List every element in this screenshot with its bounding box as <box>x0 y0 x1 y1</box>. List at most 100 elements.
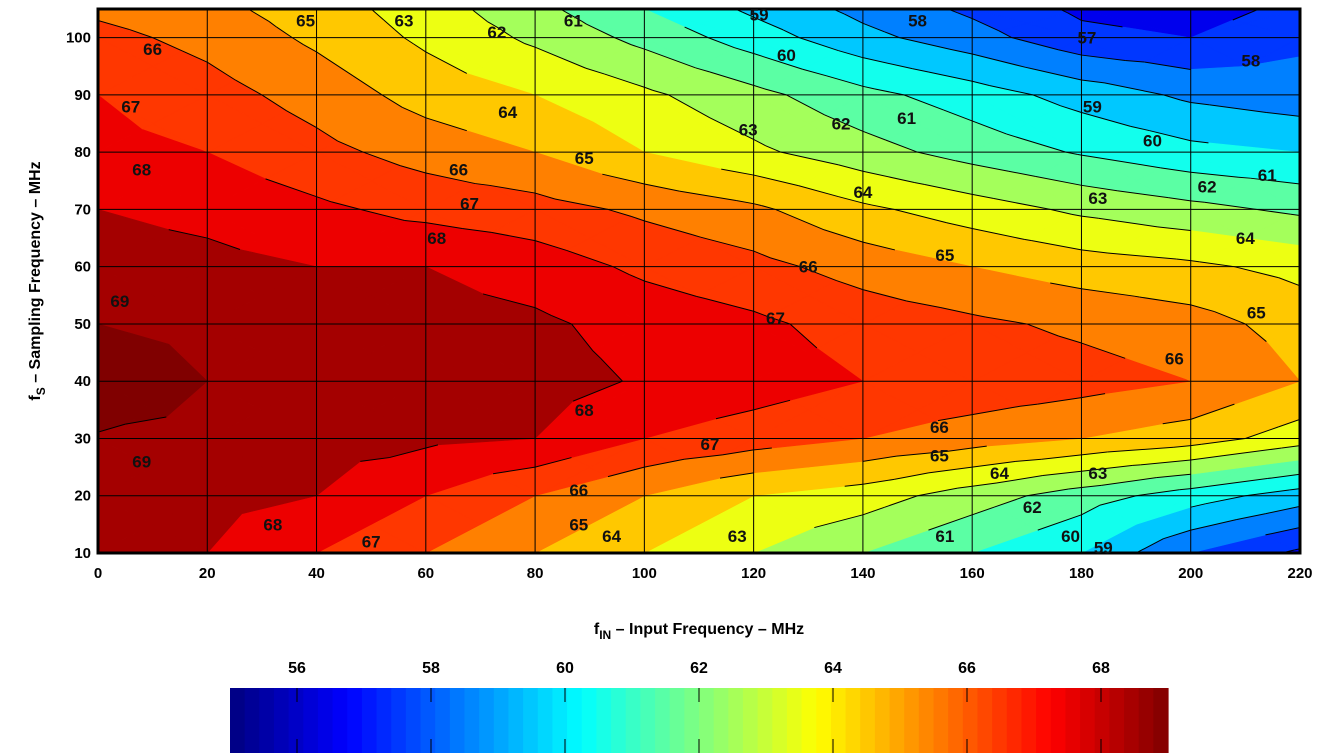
colorbar-cell <box>317 688 334 753</box>
colorbar-cell <box>684 688 700 753</box>
contour-line <box>1041 454 1082 460</box>
contour-line <box>949 48 973 55</box>
contour-line <box>696 295 706 299</box>
contour-line <box>985 316 1027 325</box>
contour-line <box>1205 495 1246 505</box>
contour-line <box>602 173 645 185</box>
contour-line <box>1232 9 1260 21</box>
colorbar-cell <box>244 688 260 753</box>
contour-line <box>1190 503 1207 508</box>
colorbar-cell <box>391 688 407 753</box>
colorbar-tick-label: 60 <box>556 660 574 677</box>
contour-line <box>261 94 287 112</box>
contour-line <box>1163 94 1181 101</box>
contour-line <box>971 18 999 32</box>
colorbar-cell <box>918 688 935 753</box>
contour-line <box>1026 323 1059 337</box>
contour-label: 59 <box>1094 538 1113 557</box>
contour-band <box>98 438 154 497</box>
contour-line <box>1050 282 1082 290</box>
contour-line <box>1058 49 1082 56</box>
contour-line <box>862 22 885 33</box>
contour-line <box>604 73 645 88</box>
contour-line <box>684 454 723 460</box>
contour-band <box>98 151 154 210</box>
colorbar-cell <box>347 688 363 753</box>
contour-line <box>1117 190 1169 199</box>
x-tick-label: 60 <box>417 565 434 582</box>
contour-label: 60 <box>1061 527 1080 546</box>
contour-line <box>352 75 383 96</box>
contour-line <box>972 53 1026 68</box>
contour-line <box>652 89 669 96</box>
contour-label: 59 <box>750 6 769 25</box>
contour-label: 65 <box>930 447 949 466</box>
contour-line <box>1162 418 1191 425</box>
contour-label: 64 <box>498 103 517 122</box>
contour-line <box>993 197 1051 210</box>
contour-line <box>1245 489 1290 497</box>
contour-line <box>592 350 602 359</box>
contour-line <box>972 228 1025 240</box>
contour-band <box>98 323 154 382</box>
contour-line <box>862 289 907 302</box>
contour-line <box>1015 458 1042 462</box>
contour-line <box>1208 478 1268 487</box>
y-tick-label: 20 <box>74 488 91 505</box>
contour-line <box>394 29 405 39</box>
y-tick-label: 100 <box>66 30 91 47</box>
colorbar-cell <box>655 688 671 753</box>
colorbar-cell <box>1124 688 1140 753</box>
contour-line <box>972 313 986 318</box>
contour-line <box>753 174 799 187</box>
contour-line <box>838 164 864 172</box>
contour-line <box>753 53 803 70</box>
contour-line <box>644 48 696 69</box>
contour-line <box>1081 79 1105 84</box>
colorbar-cell <box>845 688 861 753</box>
contour-line <box>1011 37 1059 51</box>
contour-line <box>917 151 956 162</box>
contour-line <box>1101 477 1157 486</box>
colorbar-tick-label: 58 <box>422 660 440 677</box>
contour-line <box>1190 485 1210 490</box>
contour-line <box>360 457 390 462</box>
contour-line <box>168 229 208 239</box>
contour-line <box>487 21 499 29</box>
contour-label: 62 <box>1198 178 1217 197</box>
contour-line <box>823 229 864 243</box>
contour-line <box>955 160 973 165</box>
contour-line <box>125 416 167 425</box>
contour-line <box>1081 215 1099 219</box>
contour-line <box>1179 488 1191 491</box>
colorbar-cell <box>992 688 1008 753</box>
colorbar-cell <box>376 688 392 753</box>
contour-line <box>937 414 973 422</box>
contour-line <box>704 298 754 312</box>
contour-label: 63 <box>395 11 414 30</box>
contour-line <box>534 240 567 251</box>
contour-label: 67 <box>700 435 719 454</box>
y-tick-label: 70 <box>74 201 91 218</box>
contour-line <box>404 220 426 224</box>
contour-band <box>98 495 154 553</box>
contour-line <box>383 19 395 30</box>
contour-label: 58 <box>1241 52 1260 71</box>
contour-line <box>475 183 490 186</box>
contour-line <box>630 44 645 50</box>
contour-line <box>586 23 615 39</box>
contour-line <box>644 280 697 297</box>
y-axis-title: fS – Sampling Frequency – MHz <box>27 161 48 400</box>
y-tick-label: 50 <box>74 316 91 333</box>
contour-label: 62 <box>487 23 506 42</box>
contour-line <box>381 94 403 108</box>
contour-line <box>709 117 754 140</box>
contour-line <box>1266 112 1300 117</box>
colorbar-tick-label: 64 <box>824 660 842 677</box>
colorbar-cell <box>303 688 319 753</box>
contour-line <box>360 208 405 221</box>
colorbar-cell <box>933 688 949 753</box>
contour-line <box>644 183 680 192</box>
contour-line <box>403 37 414 45</box>
contour-line <box>972 405 1021 416</box>
